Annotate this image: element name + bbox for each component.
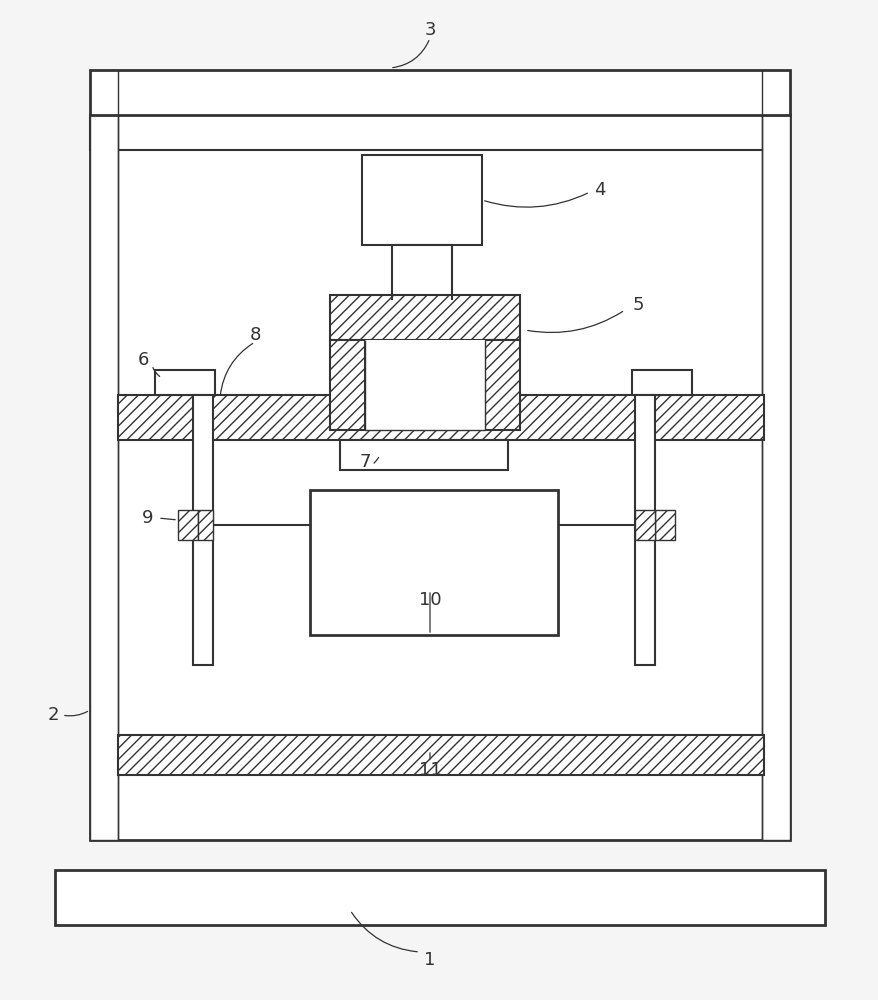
Bar — [178, 510, 198, 540]
Bar — [198, 510, 212, 540]
Text: 4: 4 — [594, 181, 605, 199]
Text: 6: 6 — [137, 351, 148, 369]
Text: 5: 5 — [631, 296, 643, 314]
Bar — [485, 340, 520, 430]
Bar — [329, 295, 520, 340]
Bar — [631, 370, 691, 395]
Bar — [362, 155, 481, 245]
Bar — [310, 490, 558, 635]
Text: 3: 3 — [424, 21, 435, 39]
Bar — [90, 70, 789, 115]
Bar — [392, 245, 451, 300]
Bar — [340, 440, 507, 470]
Bar — [155, 370, 215, 395]
Bar — [329, 340, 364, 430]
Bar — [55, 870, 824, 925]
Bar — [90, 115, 118, 840]
Text: 11: 11 — [418, 761, 441, 779]
Text: 7: 7 — [359, 453, 371, 471]
Bar — [761, 115, 789, 840]
Bar — [118, 735, 763, 775]
Bar — [193, 395, 212, 665]
Text: 10: 10 — [418, 591, 441, 609]
Bar — [118, 395, 763, 440]
Bar — [654, 510, 674, 540]
Text: 9: 9 — [142, 509, 154, 527]
Bar — [634, 395, 654, 665]
Bar — [364, 340, 485, 430]
Bar — [90, 115, 789, 150]
Text: 8: 8 — [249, 326, 261, 344]
Bar — [90, 115, 789, 840]
Text: 1: 1 — [424, 951, 435, 969]
Bar — [634, 510, 654, 540]
Text: 2: 2 — [47, 706, 59, 724]
